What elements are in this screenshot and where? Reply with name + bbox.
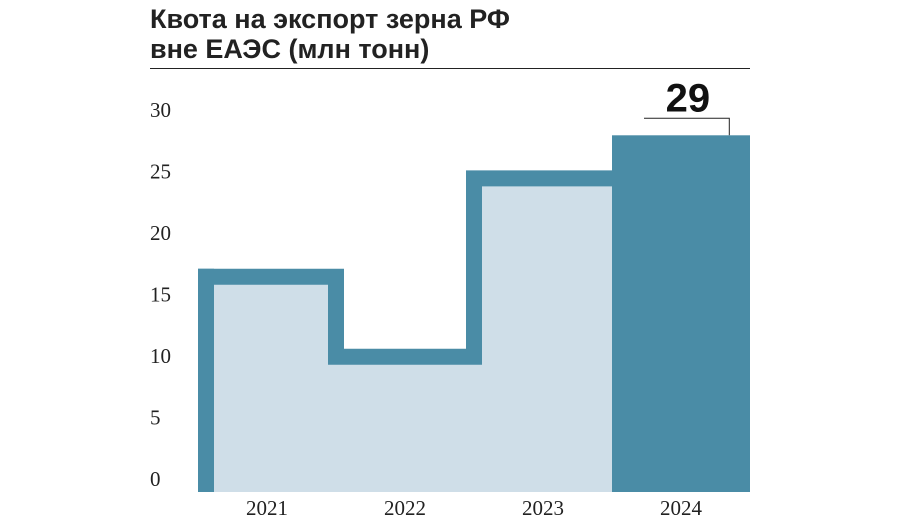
area-fill <box>474 178 612 492</box>
y-tick-label: 0 <box>150 467 161 491</box>
bar <box>612 135 750 493</box>
area-fill <box>198 276 336 492</box>
chart-title: Квота на экспорт зерна РФ <box>150 4 510 34</box>
y-tick-label: 30 <box>150 98 171 122</box>
chart-title: вне ЕАЭС (млн тонн) <box>150 34 429 64</box>
y-tick-label: 10 <box>150 344 171 368</box>
x-tick-label: 2024 <box>660 496 703 520</box>
x-tick-label: 2023 <box>522 496 564 520</box>
label-leader <box>644 117 730 136</box>
area-fill <box>336 356 474 492</box>
y-tick-label: 5 <box>150 406 161 430</box>
y-tick-label: 20 <box>150 221 171 245</box>
x-tick-label: 2022 <box>384 496 426 520</box>
y-tick-label: 15 <box>150 283 171 307</box>
value-label: 29 <box>666 76 711 120</box>
x-tick-label: 2021 <box>246 496 288 520</box>
y-tick-label: 25 <box>150 160 171 184</box>
